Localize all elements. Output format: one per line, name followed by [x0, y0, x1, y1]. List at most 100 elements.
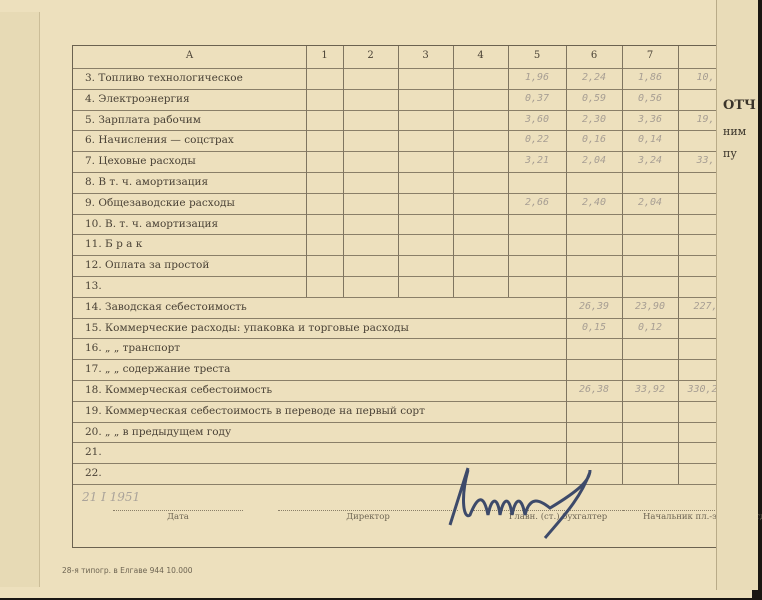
cell-value: 26,39 [578, 300, 610, 312]
row-label: 17. „ „ содержание треста [85, 363, 231, 376]
divider [678, 46, 679, 484]
row-label: 8. В т. ч. амортизация [85, 176, 209, 188]
adjacent-page-text: пу [723, 147, 737, 160]
cell-value: 10, [696, 72, 715, 83]
divider [73, 213, 731, 215]
divider [73, 130, 731, 132]
row-label: 22. [85, 467, 102, 480]
signature-line [278, 510, 458, 511]
adjacent-page-text: ОТЧ [723, 98, 756, 113]
row-label: 11. Б р а к [85, 238, 143, 251]
row-label: 13. [85, 280, 102, 292]
divider [73, 421, 731, 423]
divider [73, 338, 731, 340]
cell-value: 227, [693, 300, 718, 312]
cell-value: 0,16 [581, 134, 607, 146]
cell-value: 2,30 [581, 113, 607, 125]
row-label: 10. В. т. ч. амортизация [85, 217, 219, 230]
date-caption: Дата [167, 512, 189, 522]
cost-table: А 1 2 3 4 5 6 7 3. Топливо технологическое 1,96 2,… [72, 45, 762, 548]
divider [73, 296, 731, 298]
cell-value: 1,96 [524, 72, 550, 83]
row-label: 12. Оплата за простой [85, 259, 210, 272]
column-header: 2 [367, 50, 374, 61]
divider [73, 151, 731, 153]
cell-value: 2,66 [524, 196, 550, 208]
signature-line [623, 510, 753, 511]
divider [73, 380, 731, 381]
cell-value: 3,36 [637, 113, 663, 125]
cell-value: 2,04 [581, 155, 607, 167]
cell-value: 3,21 [524, 155, 550, 167]
director-caption: Директор [346, 512, 390, 522]
divider [73, 255, 731, 257]
printer-imprint: 28-я типогр. в Елгаве 944 10.000 [62, 566, 193, 575]
divider [453, 46, 454, 297]
column-header: А [185, 50, 194, 61]
cell-value: 2,04 [637, 196, 663, 208]
column-header: 4 [477, 50, 484, 61]
cell-value: 19, [696, 113, 715, 125]
row-label: 5. Зарплата рабочим [85, 113, 201, 126]
divider [398, 46, 399, 297]
row-label: 15. Коммерческие расходы: упаковка и тор… [85, 321, 409, 334]
divider [73, 442, 731, 444]
signature [448, 467, 592, 539]
row-label: 4. Электроэнергия [85, 92, 190, 105]
planning-caption: Начальник пл.-эконом. отд. [643, 512, 762, 522]
cell-value: 3,24 [637, 155, 663, 167]
row-label: 19. Коммерческая себестоимость в перевод… [85, 404, 425, 417]
cell-value: 3,60 [524, 113, 550, 125]
row-label: 7. Цеховые расходы [85, 155, 196, 168]
row-label: 21. [85, 446, 102, 459]
handwritten-date: 21 I 1951 [82, 490, 141, 504]
divider [73, 68, 731, 69]
cell-value: 2,40 [581, 196, 607, 208]
divider [508, 46, 509, 297]
divider [73, 317, 731, 319]
divider [73, 109, 731, 111]
cell-value: 1,86 [637, 72, 663, 83]
row-label: 6. Начисления — соцстрах [85, 134, 234, 147]
adjacent-page: ОТЧ ним пу [716, 0, 758, 590]
cell-value: 0,37 [524, 92, 550, 104]
signature-line [473, 510, 643, 511]
cell-value: 2,24 [581, 72, 607, 83]
divider [306, 46, 307, 297]
signature-line [113, 510, 243, 511]
cell-value: 26,38 [578, 384, 610, 395]
row-label: 3. Топливо технологическое [85, 72, 243, 84]
cell-value: 0,14 [637, 134, 663, 146]
cell-value: 0,59 [581, 92, 607, 104]
divider [73, 234, 731, 236]
divider [73, 192, 731, 194]
row-label: 14. Заводская себестоимость [85, 300, 247, 313]
row-label: 16. „ „ транспорт [85, 342, 181, 355]
divider [73, 172, 731, 173]
divider [73, 463, 731, 465]
divider [566, 46, 567, 484]
underlying-page-edge [0, 12, 40, 587]
cell-value: 0,22 [524, 134, 550, 146]
column-header: 5 [533, 50, 541, 61]
accountant-caption: Главн. (ст.) бухгалтер [508, 512, 608, 522]
column-header: 6 [590, 50, 598, 61]
cell-value: 0,12 [637, 321, 663, 333]
cell-value: 23,90 [634, 300, 666, 312]
divider [73, 88, 731, 90]
cell-value: 330,22 [687, 384, 724, 395]
column-header: 1 [321, 50, 328, 61]
column-header: 3 [422, 50, 429, 61]
cell-value: 0,56 [637, 92, 663, 104]
divider [73, 484, 731, 485]
divider [73, 359, 731, 361]
cell-value: 0,15 [581, 321, 607, 333]
row-label: 20. „ „ в предыдущем году [85, 425, 232, 438]
divider [622, 46, 623, 484]
row-label: 18. Коммерческая себестоимость [85, 384, 273, 396]
divider [73, 400, 731, 402]
adjacent-page-text: ним [723, 125, 747, 138]
divider [343, 46, 344, 297]
row-label: 9. Общезаводские расходы [85, 196, 235, 209]
